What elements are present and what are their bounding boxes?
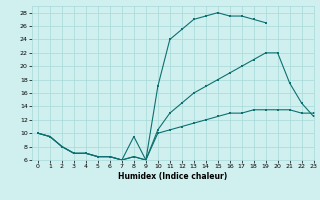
X-axis label: Humidex (Indice chaleur): Humidex (Indice chaleur) (118, 172, 228, 181)
